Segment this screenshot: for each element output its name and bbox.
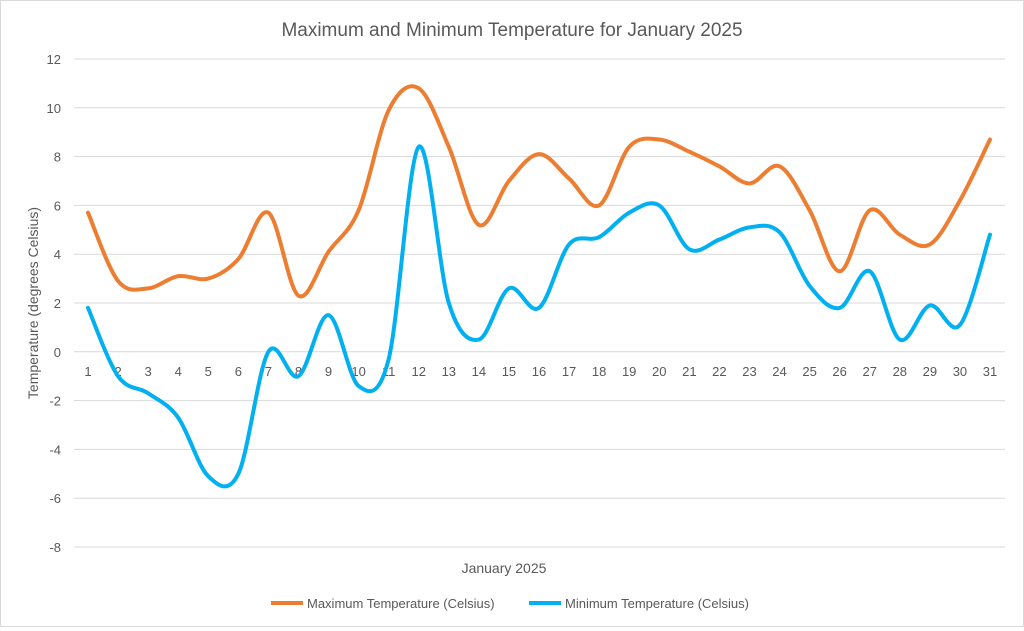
x-tick-label: 5 [205,364,212,379]
y-tick-label: 6 [54,198,61,213]
x-tick-label: 12 [411,364,425,379]
y-tick-label: 0 [54,345,61,360]
x-tick-label: 19 [622,364,636,379]
x-tick-label: 23 [742,364,756,379]
x-tick-label: 7 [265,364,272,379]
x-tick-label: 13 [442,364,456,379]
x-tick-label: 26 [832,364,846,379]
y-tick-label: -6 [49,491,61,506]
y-tick-label: 12 [47,52,61,67]
series-line-minimum [88,146,990,486]
legend-label: Maximum Temperature (Celsius) [307,596,495,611]
series-line-maximum [88,86,990,296]
x-axis-label: January 2025 [462,560,547,576]
y-tick-label: 8 [54,150,61,165]
x-tick-label: 27 [862,364,876,379]
x-tick-label: 25 [802,364,816,379]
x-tick-label: 4 [175,364,182,379]
y-axis-ticks: -8 -6 -4 -2 0 2 4 6 8 10 12 [47,52,61,555]
x-tick-label: 30 [953,364,967,379]
x-tick-label: 14 [472,364,486,379]
x-tick-label: 15 [502,364,516,379]
y-axis-label: Temperature (degrees Celsius) [25,207,41,399]
y-tick-label: -8 [49,540,61,555]
y-tick-label: 4 [54,247,61,262]
x-tick-label: 18 [592,364,606,379]
x-tick-label: 1 [84,364,91,379]
x-tick-label: 22 [712,364,726,379]
x-tick-label: 21 [682,364,696,379]
x-tick-label: 3 [145,364,152,379]
x-tick-label: 6 [235,364,242,379]
x-tick-label: 9 [325,364,332,379]
y-tick-label: -2 [49,394,61,409]
x-tick-label: 20 [652,364,666,379]
x-tick-label: 17 [562,364,576,379]
x-tick-label: 24 [772,364,786,379]
x-tick-label: 28 [893,364,907,379]
series-lines [88,86,990,486]
chart-title: Maximum and Minimum Temperature for Janu… [281,20,742,41]
legend-label: Minimum Temperature (Celsius) [565,596,749,611]
x-tick-label: 31 [983,364,997,379]
y-tick-label: 2 [54,296,61,311]
x-tick-label: 29 [923,364,937,379]
legend: Maximum Temperature (Celsius) Minimum Tem… [271,596,749,611]
x-tick-label: 16 [532,364,546,379]
gridlines [74,59,1005,547]
y-tick-label: 10 [47,101,61,116]
y-tick-label: -4 [49,442,61,457]
